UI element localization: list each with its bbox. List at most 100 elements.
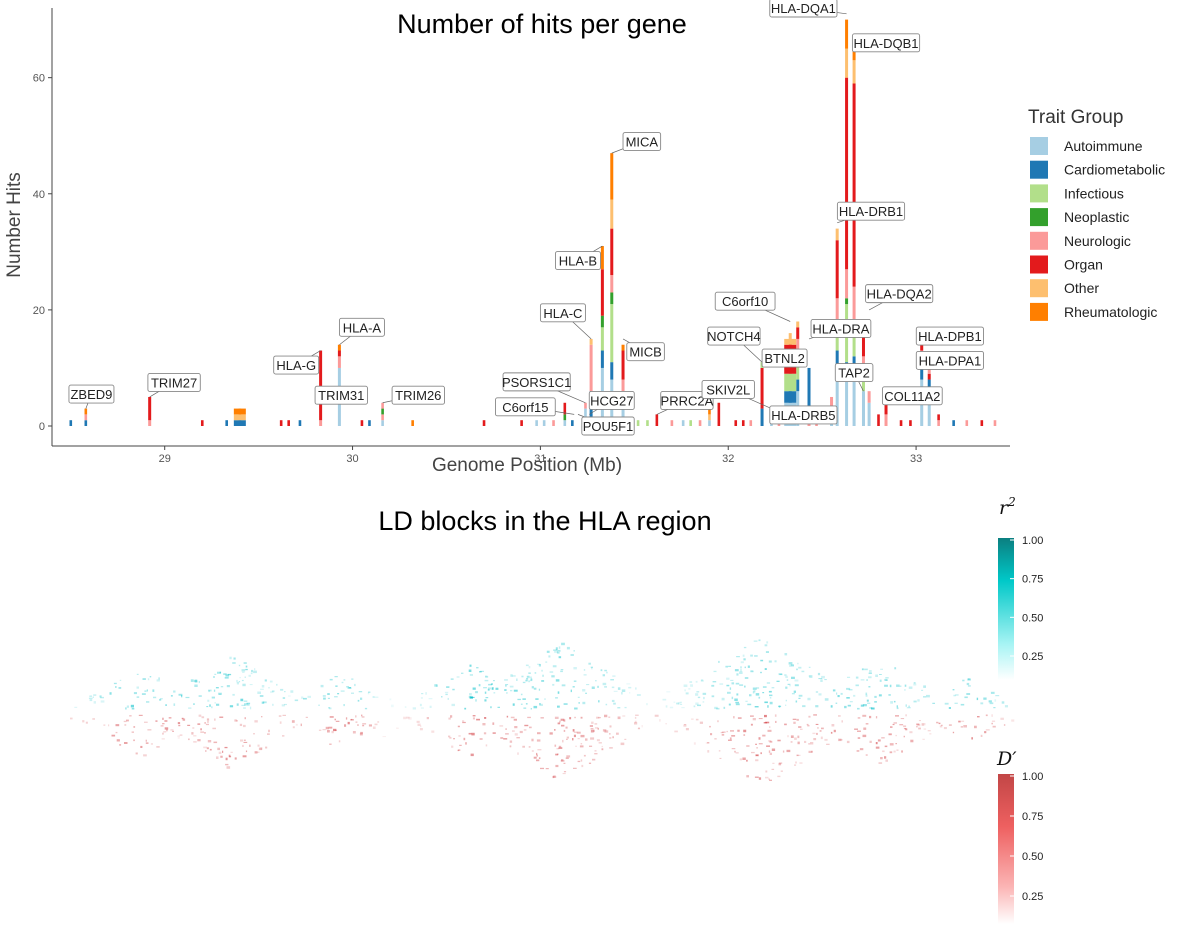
ld-r2-cell — [328, 707, 331, 709]
ld-r2-cell — [125, 707, 127, 710]
ld-r2-cell — [528, 666, 531, 669]
bar-segment — [845, 19, 849, 49]
ld-dprime-cell — [279, 721, 282, 724]
ld-r2-cell — [525, 664, 529, 667]
ld-r2-cell — [778, 673, 783, 676]
ld-r2-cell — [695, 693, 699, 696]
ld-dprime-cell — [830, 731, 833, 734]
ld-dprime-cell — [182, 718, 186, 721]
ld-r2-cell — [522, 698, 526, 700]
ld-dprime-cell — [798, 726, 802, 728]
ld-r2-cell — [962, 679, 965, 682]
ld-dprime-cell — [145, 739, 147, 742]
ld-dprime-cell — [499, 725, 504, 727]
ld-dprime-cell — [135, 752, 138, 755]
ld-r2-cell — [347, 687, 352, 689]
bar-stack — [877, 414, 880, 426]
bar-segment — [845, 48, 849, 78]
gene-label-text: ZBED9 — [70, 387, 112, 402]
ld-dprime-cell — [531, 750, 534, 752]
ld-r2-cell — [531, 686, 534, 689]
ld-dprime-cell — [177, 722, 181, 725]
ld-dprime-cell — [869, 740, 872, 743]
gene-label: SKIV2L — [701, 379, 772, 409]
gene-label-text: SKIV2L — [706, 382, 750, 397]
ld-r2-cell — [156, 679, 160, 682]
bar-segment — [337, 350, 341, 357]
ld-r2-cell — [662, 698, 667, 701]
ld-r2-cell — [141, 693, 146, 695]
ld-r2-cell — [525, 679, 528, 682]
ld-dprime-cell — [124, 724, 127, 726]
ld-r2-cell — [100, 696, 104, 699]
ld-r2-cell — [606, 671, 608, 674]
ld-dprime-cell — [722, 731, 726, 733]
ld-r2-cell — [238, 681, 241, 683]
ld-r2-cell — [178, 693, 183, 696]
ld-r2-cell — [953, 694, 956, 697]
ld-r2-cell — [744, 685, 746, 688]
ld-dprime-cell — [213, 741, 218, 744]
legend-label: Other — [1064, 280, 1099, 296]
ld-dprime-cell — [553, 776, 557, 778]
ld-r2-cell — [621, 692, 623, 695]
bar-segment — [520, 420, 523, 426]
ld-dprime-cell — [449, 737, 452, 739]
ld-r2-cell — [206, 706, 209, 708]
gene-label-box — [314, 385, 368, 405]
ld-r2-cell — [787, 683, 791, 685]
ld-dprime-cell — [82, 720, 85, 723]
ld-dprime-cell — [278, 715, 282, 717]
ld-r2-cell — [248, 674, 251, 677]
ld-dprime-cell — [699, 721, 703, 724]
ld-dprime-cell — [129, 715, 132, 717]
ld-r2-cell — [621, 689, 626, 692]
ld-dprime-cell — [624, 738, 627, 740]
ld-dprime-cell — [143, 754, 147, 757]
ld-r2-cell — [219, 671, 222, 674]
ld-dprime-cell — [562, 773, 566, 775]
ld-r2-cell — [146, 701, 150, 703]
ld-r2-cell — [512, 675, 516, 677]
ld-dprime-cell — [729, 737, 732, 740]
ld-r2-cell — [456, 676, 460, 678]
ld-dprime-cell — [200, 728, 202, 731]
ld-r2-cell — [726, 677, 730, 680]
ld-dprime-cell — [795, 761, 797, 764]
ld-r2-cell — [249, 684, 253, 686]
bar-stack — [749, 420, 753, 426]
ld-dprime-cell — [257, 744, 260, 747]
ld-dprime-cell — [948, 724, 952, 726]
ld-r2-cell — [700, 680, 704, 682]
ld-r2-cell — [739, 684, 744, 686]
ld-r2-cell — [229, 705, 234, 708]
ld-dprime-cell — [472, 717, 475, 720]
ld-dprime-cell — [350, 719, 354, 721]
bar-segment — [909, 420, 912, 426]
ld-dprime-cell — [249, 744, 251, 747]
ld-dprime-cell — [569, 717, 572, 720]
ld-r2-cell — [673, 701, 676, 703]
ld-r2-cell — [795, 700, 798, 703]
ld-r2-cell — [735, 703, 740, 706]
ld-dprime-cell — [752, 718, 756, 721]
ld-dprime-cell — [807, 725, 810, 727]
gene-label: MICA — [611, 132, 662, 154]
ld-r2-cell — [702, 692, 707, 695]
ld-r2-cell — [896, 707, 899, 710]
bar-segment — [411, 420, 414, 426]
ld-dprime-cell — [573, 734, 576, 738]
ld-r2-cell — [727, 691, 731, 694]
bar-stack — [84, 408, 88, 426]
bar-segment — [381, 402, 384, 409]
bar-segment — [621, 350, 625, 380]
gene-label-text: HCG27 — [590, 393, 633, 408]
ld-r2-cell — [572, 686, 575, 688]
r2-color-scale: r2 1.00 0.75 0.50 0.25 — [998, 495, 1043, 680]
ld-r2-cell — [808, 675, 811, 677]
ld-dprime-cell — [756, 747, 758, 749]
ld-r2-cell — [130, 704, 134, 708]
bar-segment — [796, 356, 800, 380]
ld-r2-cell — [351, 678, 354, 680]
ld-dprime-cell — [985, 729, 990, 731]
